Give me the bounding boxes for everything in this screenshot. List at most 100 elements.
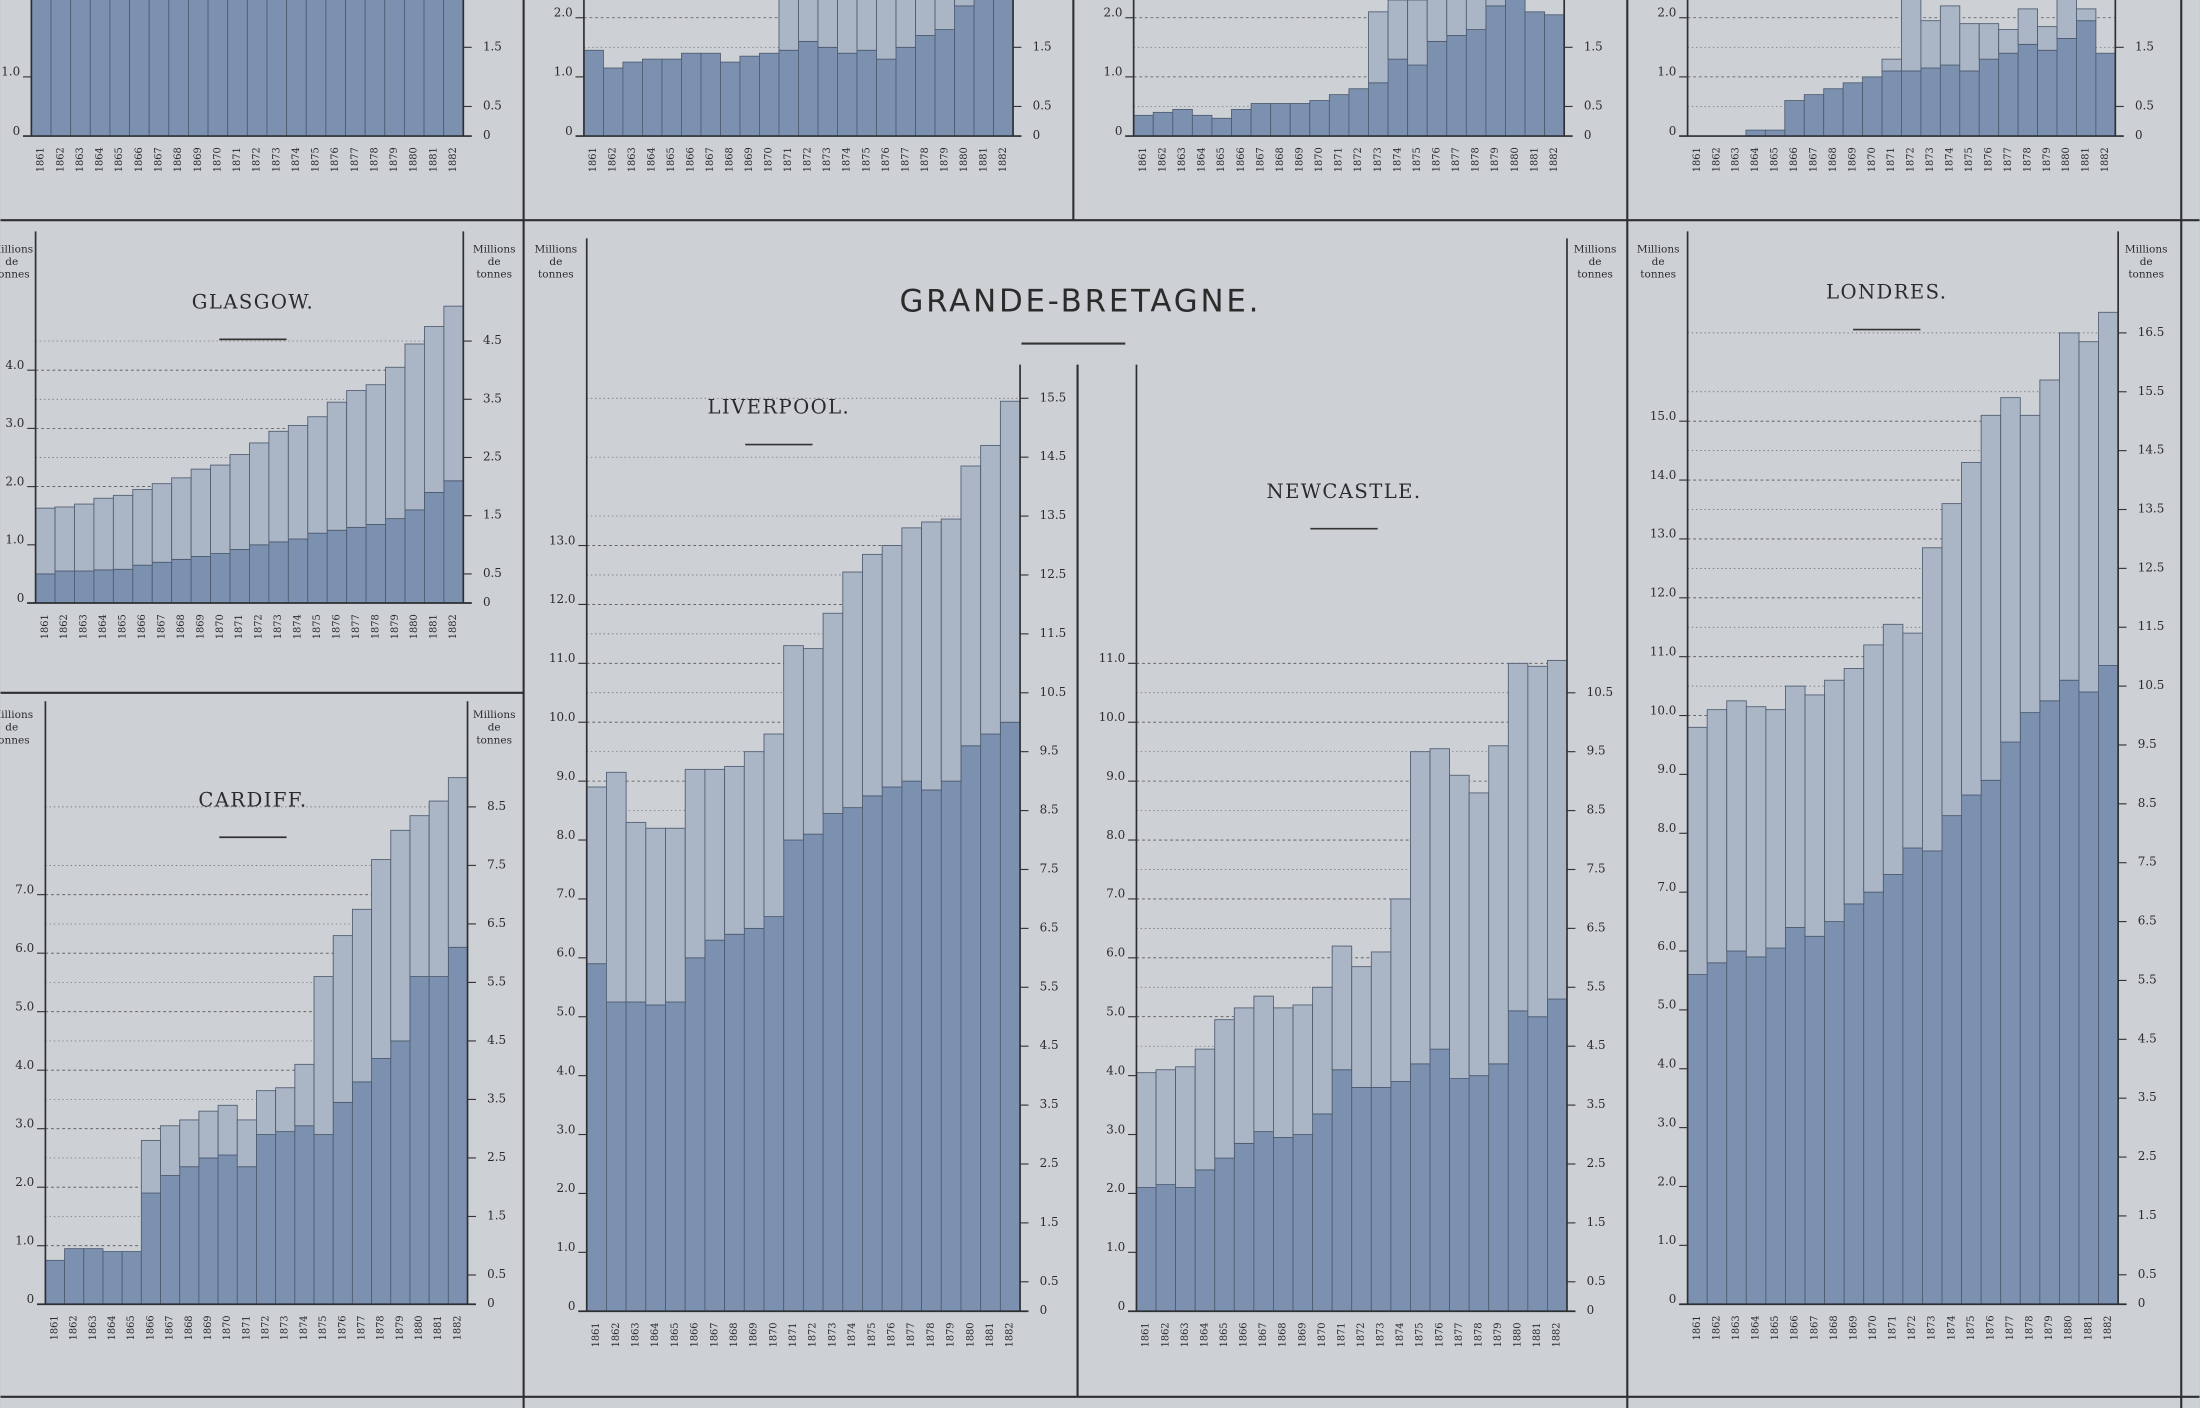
- x-tick-label: 1867: [705, 147, 716, 172]
- bar-segment: [1387, 0, 1409, 60]
- x-tick-label: 1876: [1434, 1322, 1445, 1347]
- x-tick-label: 1866: [1790, 1315, 1801, 1340]
- x-tick-label: 1863: [627, 147, 638, 172]
- x-tick-label: 1871: [1888, 1315, 1899, 1340]
- bar-segment: [1505, 0, 1526, 137]
- bar-segment: [934, 0, 955, 30]
- x-tick-label: 1871: [788, 1322, 799, 1347]
- bar-segment: [44, 1259, 66, 1305]
- bar-segment: [2056, 38, 2077, 137]
- bar-segment: [665, 827, 686, 1003]
- y-tick-label: 4.0: [15, 1058, 34, 1072]
- bar-segment: [2017, 43, 2038, 137]
- bar-segment: [112, 494, 134, 570]
- y-tick-label: 10.0: [1099, 710, 1126, 724]
- y-tick-label: 0: [27, 1292, 35, 1306]
- y2-tick-label: 7.5: [1587, 861, 1606, 875]
- x-tick-label: 1881: [978, 147, 989, 172]
- bar-segment: [2078, 691, 2099, 1305]
- x-tick-label: 1875: [867, 1322, 878, 1347]
- y2-tick-label: 6.5: [487, 916, 506, 930]
- bar-segment: [876, 58, 897, 137]
- y-tick-label: 11.0: [1099, 651, 1126, 665]
- y2-tick-label: 12.5: [2138, 560, 2165, 574]
- bar-segment: [999, 400, 1021, 723]
- bar-segment: [346, 390, 367, 528]
- chart: 0 1.0 0 0.5 1.5 1861 1862 1863 1864 1865 1866 1867 1…: [1, 0, 502, 172]
- bar-segment: [665, 1001, 686, 1312]
- bar-segment: [1544, 14, 1565, 137]
- bar-segment: [188, 0, 209, 137]
- x-tick-label: 1878: [926, 1322, 937, 1347]
- x-tick-label: 1867: [153, 147, 164, 172]
- bar-segment: [1351, 966, 1372, 1088]
- bar-segment: [1407, 0, 1428, 66]
- y2-tick-label: 1.5: [1040, 1215, 1059, 1229]
- bar-segment: [2056, 0, 2077, 39]
- bar-segment: [2019, 414, 2041, 714]
- y2-tick-label: 14.5: [1040, 449, 1067, 463]
- y2-tick-label: 9.5: [2138, 737, 2157, 751]
- bar-segment: [2000, 741, 2021, 1305]
- x-tick-label: 1864: [1751, 1315, 1762, 1340]
- bar-segment: [227, 0, 248, 137]
- x-tick-label: 1872: [803, 147, 814, 172]
- y2-tick-label: 1.5: [2135, 39, 2154, 53]
- bar-segment: [895, 0, 916, 48]
- y-tick-label: 1.0: [1657, 1233, 1676, 1247]
- bar-segment: [54, 570, 75, 604]
- bar-segment: [763, 916, 785, 1312]
- bar-segment: [1882, 623, 1904, 875]
- x-tick-label: 1881: [428, 147, 439, 172]
- x-tick-label: 1866: [1239, 1322, 1250, 1347]
- x-tick-label: 1874: [1945, 147, 1956, 172]
- y-tick-label: 6.0: [557, 946, 576, 960]
- x-tick-label: 1879: [2042, 147, 2053, 172]
- y2-tick-label: 3.5: [483, 391, 502, 405]
- y2-tick-label: 0: [1040, 1303, 1048, 1317]
- x-tick-label: 1864: [1199, 1322, 1210, 1347]
- bar-segment: [384, 0, 405, 137]
- bar-segment: [1175, 1066, 1196, 1188]
- bar-segment: [54, 506, 75, 572]
- bar-segment: [1706, 962, 1728, 1305]
- x-tick-label: 1877: [2003, 147, 2014, 172]
- bar-segment: [35, 507, 56, 575]
- x-tick-label: 1863: [1177, 147, 1188, 172]
- x-tick-label: 1870: [215, 614, 226, 639]
- x-tick-label: 1881: [1532, 1322, 1543, 1347]
- axis-label-word: de: [5, 256, 18, 268]
- bar-segment: [1920, 67, 1941, 137]
- bar-segment: [1726, 950, 1747, 1305]
- y2-tick-label: 2.5: [487, 1150, 506, 1164]
- x-tick-label: 1865: [1216, 147, 1227, 172]
- bar-segment: [385, 366, 406, 520]
- bar-segment: [1901, 70, 1922, 137]
- bar-segment: [249, 544, 270, 604]
- x-tick-label: 1880: [965, 1322, 976, 1347]
- y-tick-label: 2.0: [1657, 1174, 1676, 1188]
- bar-segment: [973, 0, 994, 137]
- x-tick-label: 1871: [232, 147, 243, 172]
- bar-segment: [1368, 82, 1389, 137]
- y-tick-label: 1.0: [5, 533, 24, 547]
- bar-segment: [940, 780, 962, 1312]
- x-tick-label: 1875: [318, 1315, 329, 1340]
- y2-tick-label: 7.5: [2138, 855, 2157, 869]
- y-tick-label: 0: [1118, 1299, 1126, 1313]
- x-tick-label: 1879: [939, 147, 950, 172]
- bar-segment: [210, 553, 231, 604]
- x-tick-label: 1872: [808, 1322, 819, 1347]
- bar-segment: [881, 545, 903, 788]
- bar-segment: [447, 777, 468, 948]
- bar-segment: [778, 0, 799, 51]
- bar-segment: [724, 933, 745, 1312]
- x-tick-label: 1870: [1868, 1315, 1879, 1340]
- y-tick-label: 3.0: [5, 416, 24, 430]
- chart: 0 1.0 2.0 3.0 4.0 5.0 6.0 7.0 8.0 9.0 10.0 11.0 0 0.5…: [1099, 238, 1616, 1347]
- x-tick-label: 1868: [173, 147, 184, 172]
- bar-segment: [70, 0, 91, 137]
- y2-tick-label: 6.5: [1040, 920, 1059, 934]
- x-tick-label: 1864: [647, 147, 658, 172]
- y-tick-label: 14.0: [1650, 468, 1677, 482]
